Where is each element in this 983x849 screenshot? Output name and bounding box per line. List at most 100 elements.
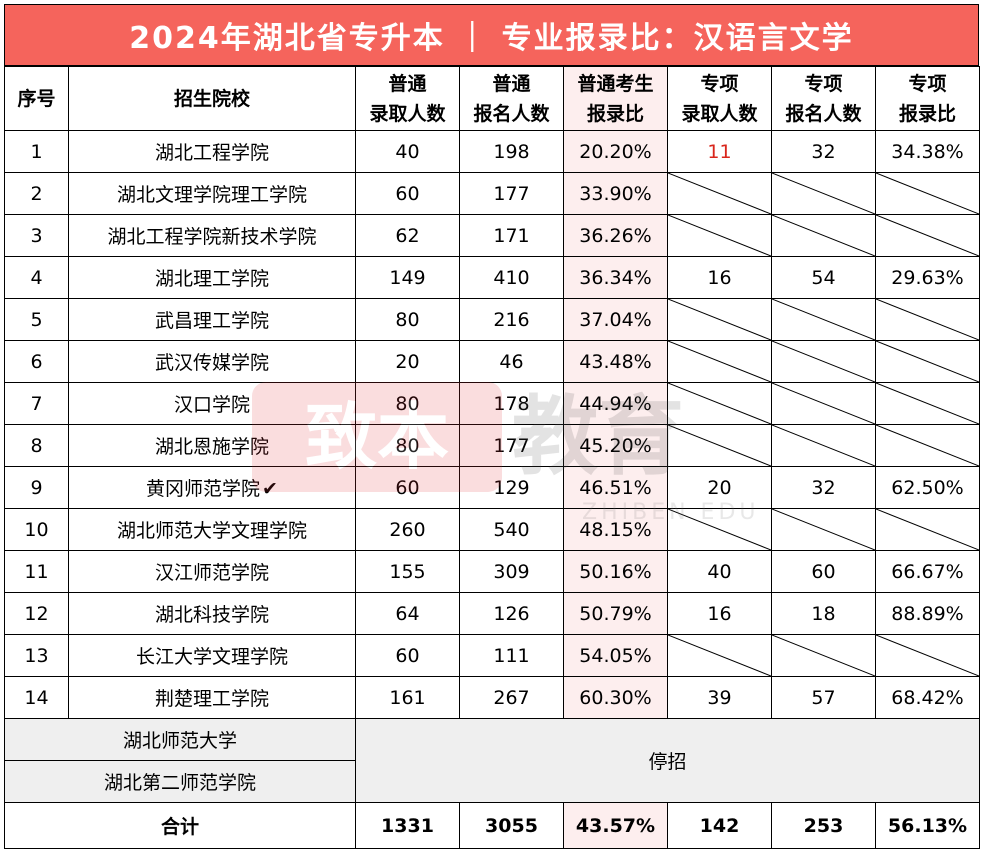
total-gen-ratio: 43.57%	[563, 802, 668, 849]
empty-cell-diagonal	[668, 425, 771, 466]
stopped-row: 湖北师范大学 停招	[4, 718, 980, 803]
school-name: 湖北恩施学院	[154, 436, 269, 458]
table-row: 5 武昌理工学院 80 216 37.04%	[4, 298, 980, 341]
row-spec-apply-empty	[771, 172, 876, 215]
school-name: 湖北工程学院	[154, 142, 269, 164]
row-gen-apply: 177	[459, 424, 564, 467]
title-bar: 2024年湖北省专升本 ｜ 专业报录比：汉语言文学	[4, 4, 979, 66]
empty-cell-diagonal	[668, 173, 771, 214]
row-school: 湖北师范大学文理学院	[68, 508, 356, 551]
empty-cell-diagonal	[772, 341, 875, 382]
stopped-school: 湖北第二师范学院	[4, 760, 356, 803]
school-name: 长江大学文理学院	[135, 646, 288, 668]
header-spec-ratio: 专项 报录比	[875, 66, 980, 131]
row-spec-ratio: 62.50%	[875, 466, 980, 509]
row-spec-apply-empty	[771, 382, 876, 425]
row-seq: 6	[4, 340, 69, 383]
empty-cell-diagonal	[876, 509, 979, 550]
row-gen-admit: 20	[355, 340, 460, 383]
row-seq: 3	[4, 214, 69, 257]
empty-cell-diagonal	[876, 425, 979, 466]
stopped-row: 湖北第二师范学院	[4, 760, 980, 803]
header-row: 序号 招生院校 普通 录取人数 普通 报名人数 普通考生 报录比 专项 录取人数 专项报…	[4, 66, 980, 131]
row-spec-apply-empty	[771, 298, 876, 341]
row-gen-apply: 177	[459, 172, 564, 215]
row-gen-ratio: 60.30%	[563, 676, 668, 719]
table-row: 9 黄冈师范学院 ✔ 60 129 46.51% 20 32 62.50%	[4, 466, 980, 509]
row-gen-admit: 260	[355, 508, 460, 551]
header-spec-apply: 专项 报名人数	[771, 66, 876, 131]
empty-cell-diagonal	[772, 173, 875, 214]
row-spec-admit: 16	[667, 592, 772, 635]
row-seq: 10	[4, 508, 69, 551]
table-row: 1 湖北工程学院 40 198 20.20% 11 32 34.38%	[4, 130, 980, 173]
row-spec-apply: 60	[771, 550, 876, 593]
row-seq: 4	[4, 256, 69, 299]
checkmark-icon: ✔	[262, 478, 278, 500]
table-row: 8 湖北恩施学院 80 177 45.20%	[4, 424, 980, 467]
row-gen-apply: 198	[459, 130, 564, 173]
row-seq: 7	[4, 382, 69, 425]
row-gen-ratio: 20.20%	[563, 130, 668, 173]
empty-cell-diagonal	[668, 635, 771, 676]
empty-cell-diagonal	[668, 341, 771, 382]
row-school: 湖北恩施学院	[68, 424, 356, 467]
total-row: 合计 1331 3055 43.57% 142 253 56.13%	[4, 802, 980, 849]
row-spec-apply-empty	[771, 214, 876, 257]
empty-cell-diagonal	[668, 509, 771, 550]
row-spec-apply: 57	[771, 676, 876, 719]
row-spec-ratio-empty	[875, 172, 980, 215]
row-spec-ratio-empty	[875, 298, 980, 341]
row-spec-ratio: 68.42%	[875, 676, 980, 719]
row-spec-admit-empty	[667, 340, 772, 383]
row-gen-apply: 126	[459, 592, 564, 635]
table-row: 14 荆楚理工学院 161 267 60.30% 39 57 68.42%	[4, 676, 980, 719]
empty-cell-diagonal	[876, 341, 979, 382]
school-name: 湖北工程学院新技术学院	[107, 226, 317, 248]
row-spec-admit-empty	[667, 634, 772, 677]
row-seq: 8	[4, 424, 69, 467]
total-gen-apply: 3055	[459, 802, 564, 849]
total-gen-admit: 1331	[355, 802, 460, 849]
row-gen-apply: 171	[459, 214, 564, 257]
row-gen-apply: 309	[459, 550, 564, 593]
row-gen-apply: 46	[459, 340, 564, 383]
row-gen-apply: 410	[459, 256, 564, 299]
row-spec-ratio-empty	[875, 340, 980, 383]
row-gen-ratio: 36.34%	[563, 256, 668, 299]
row-gen-admit: 80	[355, 382, 460, 425]
empty-cell-diagonal	[876, 635, 979, 676]
row-gen-ratio: 46.51%	[563, 466, 668, 509]
admission-ratio-table: 序号 招生院校 普通 录取人数 普通 报名人数 普通考生 报录比 专项 录取人数 专项报…	[4, 66, 980, 849]
row-seq: 13	[4, 634, 69, 677]
school-name: 武昌理工学院	[154, 310, 269, 332]
empty-cell-diagonal	[668, 215, 771, 256]
row-gen-apply: 178	[459, 382, 564, 425]
row-spec-admit-empty	[667, 424, 772, 467]
total-spec-ratio: 56.13%	[875, 802, 980, 849]
table-row: 6 武汉传媒学院 20 46 43.48%	[4, 340, 980, 383]
row-seq: 11	[4, 550, 69, 593]
empty-cell-diagonal	[772, 215, 875, 256]
row-gen-admit: 80	[355, 424, 460, 467]
empty-cell-diagonal	[772, 425, 875, 466]
row-spec-ratio: 66.67%	[875, 550, 980, 593]
school-name: 武汉传媒学院	[154, 352, 269, 374]
header-school: 招生院校	[68, 66, 356, 131]
row-seq: 2	[4, 172, 69, 215]
row-gen-ratio: 45.20%	[563, 424, 668, 467]
row-gen-admit: 161	[355, 676, 460, 719]
school-name: 黄冈师范学院	[146, 478, 261, 500]
row-gen-ratio: 44.94%	[563, 382, 668, 425]
school-name: 湖北文理学院理工学院	[116, 184, 307, 206]
empty-cell-diagonal	[876, 299, 979, 340]
total-label: 合计	[4, 802, 356, 849]
row-spec-admit-empty	[667, 508, 772, 551]
row-spec-ratio: 34.38%	[875, 130, 980, 173]
total-spec-apply: 253	[771, 802, 876, 849]
row-school: 汉江师范学院	[68, 550, 356, 593]
school-name: 湖北科技学院	[154, 604, 269, 626]
school-name: 汉口学院	[173, 394, 250, 416]
row-spec-admit: 11	[667, 130, 772, 173]
row-gen-ratio: 43.48%	[563, 340, 668, 383]
